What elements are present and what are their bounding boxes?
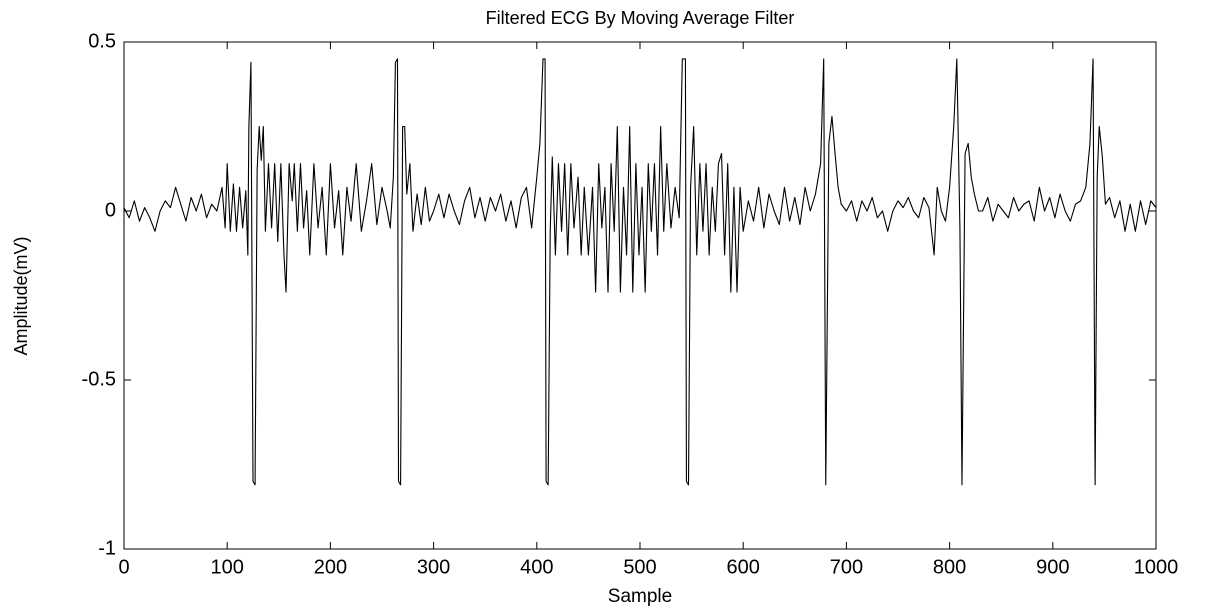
x-tick-label: 0: [118, 556, 129, 578]
y-tick-label: 0.5: [88, 30, 116, 52]
x-tick-label: 700: [830, 556, 863, 578]
y-tick-label: -1: [98, 537, 116, 559]
x-tick-label: 400: [520, 556, 553, 578]
x-tick-label: 300: [417, 556, 450, 578]
y-axis-label: Amplitude(mV): [11, 236, 31, 355]
x-tick-label: 500: [623, 556, 656, 578]
x-tick-label: 900: [1036, 556, 1069, 578]
ecg-line: [123, 58, 1157, 486]
x-tick-label: 600: [727, 556, 760, 578]
x-axis-label: Sample: [608, 586, 672, 607]
y-tick-label: 0: [105, 199, 116, 221]
y-tick-label: -0.5: [82, 368, 116, 390]
chart-title: Filtered ECG By Moving Average Filter: [486, 8, 795, 28]
x-tick-label: 1000: [1134, 556, 1179, 578]
x-tick-label: 200: [314, 556, 347, 578]
x-tick-label: 100: [211, 556, 244, 578]
x-tick-label: 800: [933, 556, 966, 578]
